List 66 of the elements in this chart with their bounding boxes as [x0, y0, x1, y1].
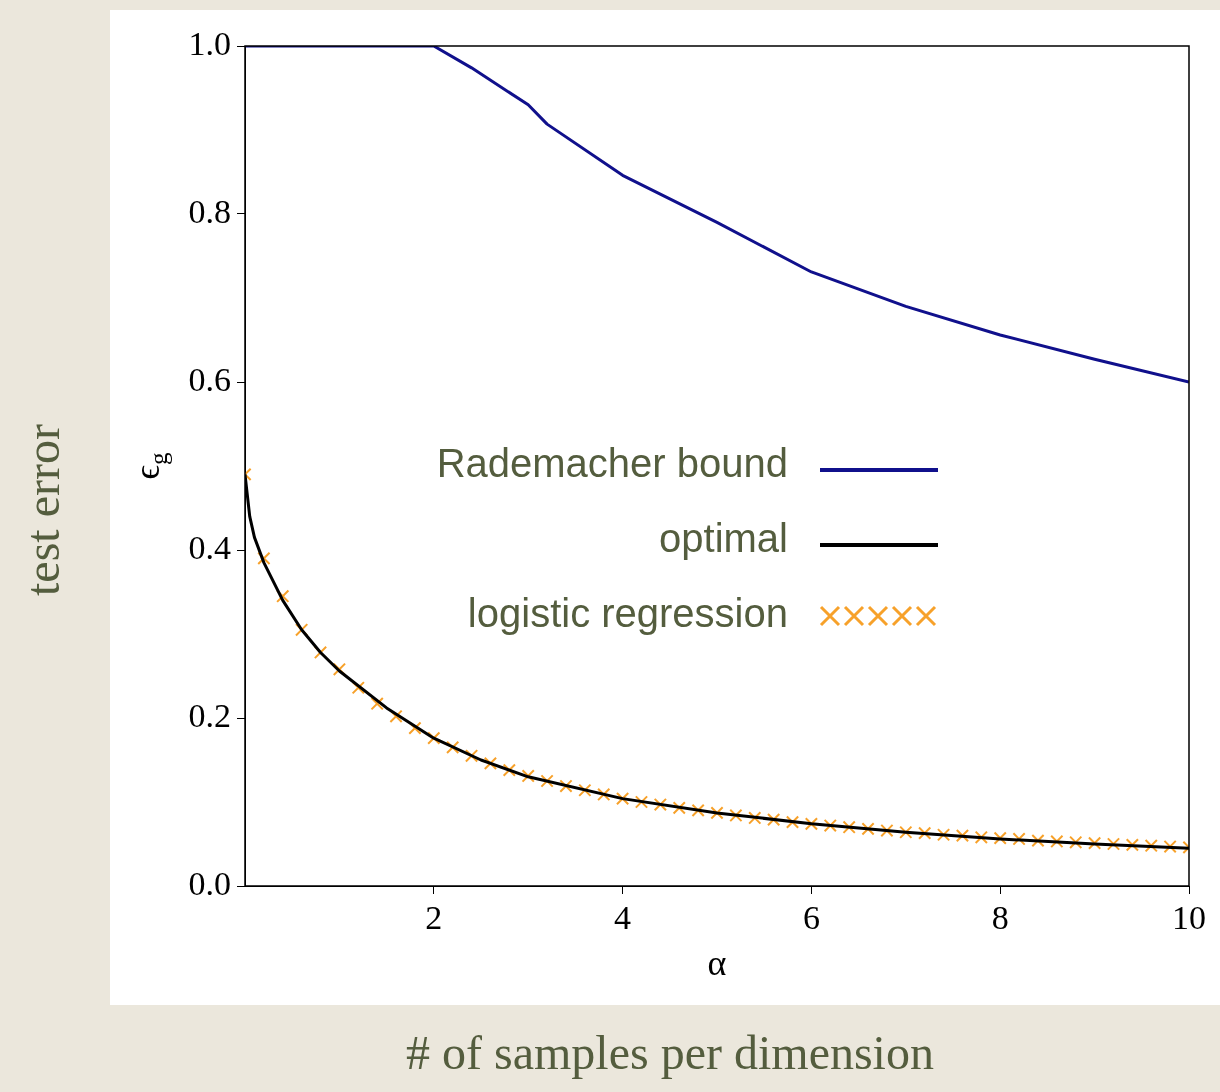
- y-axis-title: ϵg: [127, 452, 173, 480]
- point: [578, 783, 592, 797]
- point: [615, 791, 630, 806]
- point: [691, 803, 705, 818]
- point: [276, 589, 290, 603]
- point: [842, 820, 856, 834]
- point: [483, 756, 498, 771]
- point: [389, 709, 403, 723]
- legend-label: optimal: [659, 516, 788, 561]
- point: [1106, 837, 1121, 851]
- text: # of samples per dimension: [406, 1024, 934, 1080]
- point: [861, 822, 875, 836]
- point: [257, 551, 271, 566]
- point: [540, 774, 554, 788]
- point: [427, 731, 441, 745]
- x-tick-label: 2: [425, 899, 443, 937]
- point: [370, 697, 384, 711]
- point: [974, 830, 988, 844]
- legend-label: logistic regression: [467, 591, 788, 636]
- point: [766, 812, 781, 827]
- point: [729, 808, 743, 823]
- y-tick-label: 0.2: [188, 696, 231, 734]
- point: [1087, 836, 1102, 850]
- point: [1163, 839, 1177, 854]
- point: [880, 823, 894, 838]
- x-tick-label: 6: [802, 899, 820, 937]
- x-tick-label: 8: [991, 899, 1009, 937]
- point: [653, 797, 668, 812]
- point: [672, 801, 686, 815]
- point: [502, 763, 516, 777]
- y-tick-label: 0.0: [188, 864, 231, 902]
- point: [710, 806, 724, 820]
- point: [955, 828, 970, 843]
- point: [351, 681, 365, 695]
- point: [1125, 838, 1140, 852]
- point: [597, 787, 611, 802]
- x-tick-label: 4: [614, 899, 632, 937]
- point: [899, 825, 913, 839]
- point: [1031, 833, 1045, 848]
- point: [1069, 835, 1083, 849]
- y-tick-label: 0.8: [188, 192, 231, 230]
- point: [1050, 834, 1064, 849]
- point: [1144, 839, 1158, 853]
- point: [804, 817, 819, 831]
- point: [993, 831, 1007, 845]
- point: [294, 623, 309, 637]
- y-tick-label: 0.4: [188, 528, 231, 566]
- point: [408, 721, 422, 735]
- point: [785, 815, 800, 829]
- text: test error: [14, 424, 70, 596]
- point: [634, 795, 649, 809]
- point: [1012, 832, 1026, 846]
- point: [918, 826, 932, 840]
- x-tick-label: 10: [1172, 899, 1206, 937]
- y-tick-label: 0.6: [188, 360, 231, 398]
- y-tick-label: 1.0: [188, 24, 231, 62]
- point: [823, 818, 837, 833]
- point: [748, 811, 762, 825]
- point: [446, 740, 460, 755]
- point: [464, 749, 479, 763]
- point: [332, 662, 347, 676]
- legend-label: Rademacher bound: [436, 441, 788, 486]
- point: [936, 828, 951, 842]
- point: [559, 779, 573, 793]
- x-axis-title: α: [707, 943, 727, 984]
- point: [521, 769, 535, 783]
